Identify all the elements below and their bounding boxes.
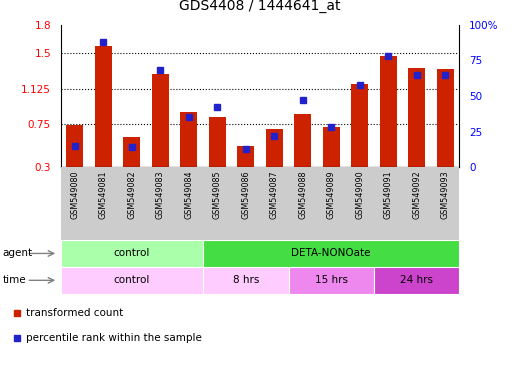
Text: GSM549092: GSM549092 [412,171,421,219]
Bar [437,70,454,167]
Text: GSM549085: GSM549085 [213,171,222,219]
Text: GSM549083: GSM549083 [156,171,165,219]
Bar [203,240,459,267]
Text: percentile rank within the sample: percentile rank within the sample [26,333,202,343]
Bar [95,46,112,167]
Bar [294,114,312,167]
Text: GSM549091: GSM549091 [384,171,393,219]
Bar [61,267,203,294]
Bar [209,117,226,167]
Text: agent: agent [3,248,33,258]
Text: GSM549080: GSM549080 [70,171,79,219]
Text: GSM549089: GSM549089 [327,171,336,219]
Text: 8 hrs: 8 hrs [233,275,259,285]
Text: DETA-NONOate: DETA-NONOate [291,248,371,258]
Text: control: control [114,248,150,258]
Text: GSM549093: GSM549093 [441,171,450,219]
Bar [124,137,140,167]
Text: GSM549084: GSM549084 [184,171,193,219]
Text: GSM549087: GSM549087 [270,171,279,219]
Text: transformed count: transformed count [26,308,124,318]
Bar [351,84,368,167]
Text: GSM549088: GSM549088 [298,171,307,219]
Bar [408,68,425,167]
Text: GSM549086: GSM549086 [241,171,250,219]
Bar [380,56,397,167]
Text: control: control [114,275,150,285]
Text: GDS4408 / 1444641_at: GDS4408 / 1444641_at [180,0,341,13]
Text: 15 hrs: 15 hrs [315,275,348,285]
Bar [61,240,203,267]
Text: GSM549082: GSM549082 [127,171,136,219]
Bar [152,74,169,167]
Bar [374,267,459,294]
Bar [181,112,197,167]
Text: GSM549081: GSM549081 [99,171,108,219]
Bar [203,267,288,294]
Text: time: time [3,275,26,285]
Bar [237,146,254,167]
Bar [67,125,83,167]
Text: GSM549090: GSM549090 [355,171,364,219]
Bar [288,267,374,294]
Bar [266,129,283,167]
Bar [323,127,340,167]
Text: 24 hrs: 24 hrs [400,275,433,285]
